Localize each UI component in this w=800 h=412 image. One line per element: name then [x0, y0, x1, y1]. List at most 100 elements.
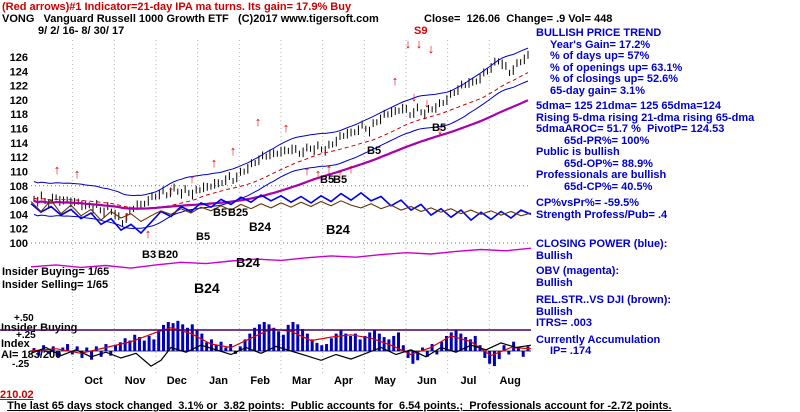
svg-text:↓: ↓ [437, 122, 444, 137]
svg-text:B24: B24 [326, 222, 351, 237]
footer-summary-text: The last 65 days stock changed 3.1% or 3… [7, 400, 672, 412]
svg-text:106: 106 [10, 195, 28, 207]
analytics-line: 5dma= 125 21dma= 125 65dma=124 [536, 100, 721, 112]
svg-text:↑: ↑ [283, 120, 290, 135]
svg-text:↑: ↑ [230, 143, 237, 158]
analytics-line: CLOSING POWER (blue): [536, 238, 668, 250]
chart-title: VONG Vanguard Russell 1000 Growth ETF (C… [2, 13, 379, 25]
svg-text:↑: ↑ [304, 163, 311, 178]
sell-arrows: ↓ ↓ ↓ ↓ ↓ ↓ [405, 36, 444, 137]
ai-black-line [30, 342, 532, 367]
svg-text:↑: ↑ [168, 183, 175, 198]
svg-text:116: 116 [10, 124, 28, 136]
svg-text:Jul: Jul [461, 375, 477, 387]
analytics-line: 5dmaAROC= 51.7 % PivotP= 124.53 [536, 123, 725, 135]
close-change-volume: Close= 126.06 Change= .9 Vol= 448 [424, 13, 613, 25]
svg-text:↑: ↑ [145, 226, 152, 241]
svg-text:B5: B5 [367, 145, 381, 157]
analytics-line: Strength Profess/Pub= .4 [536, 208, 668, 221]
svg-text:B5: B5 [213, 207, 227, 219]
svg-text:Jan: Jan [209, 375, 228, 387]
analytics-line: Public is bullish [536, 146, 620, 158]
svg-text:B5: B5 [320, 174, 334, 186]
svg-text:↓: ↓ [416, 36, 423, 51]
index-label: Index [1, 338, 30, 350]
svg-text:114: 114 [10, 138, 29, 150]
svg-text:↑: ↑ [211, 155, 218, 170]
analytics-line: % of closings up= 52.6% [550, 73, 679, 85]
svg-text:108: 108 [10, 181, 28, 193]
svg-text:B25: B25 [228, 207, 248, 219]
svg-text:B24: B24 [236, 255, 261, 270]
analytics-panel: BULLISH PRICE TREND Year's Gain= 17.2%% o… [536, 0, 798, 360]
analytics-line: Professionals are bullish [536, 169, 667, 181]
price-axis-labels: 126 124 122 120 118 116 114 112 110 108 106 104 102 1… [10, 52, 29, 250]
closing-power-line [30, 191, 532, 235]
insider-selling-label: Insider Selling= 1/65 [2, 279, 109, 291]
ai-red-line [30, 327, 532, 357]
footer-summary: The last 65 days stock changed 3.1% or 3… [1, 390, 781, 412]
analytics-line: 65d-OP%= 88.9% [564, 157, 653, 170]
svg-text:B5: B5 [196, 231, 210, 243]
svg-text:↑: ↑ [54, 162, 61, 177]
analytics-line: % of openings up= 63.1% [550, 61, 683, 74]
svg-text:↓: ↓ [405, 36, 412, 51]
buy-arrows: ↑ ↑ ↑ ↑ ↑ ↑ ↑ ↑ ↑ ↑ ↑ ↑ ↑ ↑ ↑ ↑ [54, 73, 399, 241]
analytics-line: Bullish [536, 249, 573, 262]
analytics-line: REL.STR..VS DJI (brown): [536, 294, 672, 306]
analytics-line: CP%vsPr%= -59.5% [536, 197, 640, 209]
ai-scale-plus50: +.50 [14, 313, 34, 324]
analytics-line: ITRS= .003 [536, 317, 592, 329]
indicator-header: (Red arrows)#1 Indicator=21-day IPA ma t… [2, 1, 352, 13]
svg-text:B5: B5 [432, 122, 446, 134]
analytics-line: Bullish [536, 276, 573, 289]
svg-text:S9: S9 [414, 25, 427, 37]
svg-text:112: 112 [10, 152, 28, 164]
ai-scale-minus25: -.25 [12, 359, 30, 370]
svg-text:↑: ↑ [74, 166, 81, 181]
svg-text:B3: B3 [142, 249, 156, 261]
candlesticks [33, 50, 529, 227]
month-axis-labels: Oct Nov Dec Jan Feb Mar Apr May Jun Jul Aug [84, 375, 521, 387]
month-gridlines [72, 40, 490, 374]
svg-text:118: 118 [10, 109, 28, 121]
accumulation-index-value: AI= 183/200 [1, 349, 62, 361]
svg-text:↓: ↓ [428, 41, 435, 56]
svg-text:B5: B5 [333, 174, 347, 186]
svg-text:B24: B24 [194, 280, 220, 296]
relative-strength-line [30, 199, 532, 223]
svg-text:↓: ↓ [424, 95, 431, 110]
svg-text:104: 104 [10, 209, 29, 221]
svg-text:↑: ↑ [326, 161, 333, 176]
svg-text:Oct: Oct [84, 375, 103, 387]
svg-text:↑: ↑ [189, 171, 196, 186]
sell-signal-label: S9 [414, 25, 427, 37]
analytics-line: 65d-PR%= 100% [564, 134, 650, 147]
svg-text:122: 122 [10, 81, 28, 93]
svg-text:110: 110 [10, 166, 28, 178]
svg-text:Nov: Nov [125, 375, 147, 387]
price-bands [33, 47, 529, 230]
svg-text:↑: ↑ [315, 166, 322, 181]
svg-text:↑: ↑ [337, 166, 344, 181]
ai-scale-plus25: +.25 [16, 330, 36, 341]
svg-text:124: 124 [10, 66, 29, 78]
analytics-line: % of days up= 57% [550, 50, 650, 62]
svg-text:Dec: Dec [167, 375, 187, 387]
moving-averages [33, 72, 529, 210]
analytics-line: BULLISH PRICE TREND [536, 27, 662, 39]
analytics-line: 65-day gain= 3.1% [550, 84, 646, 97]
svg-text:↓: ↓ [411, 89, 418, 104]
analytics-line: 65d-CP%= 40.5% [564, 180, 653, 193]
date-range: 9/ 2/ 16- 8/ 30/ 17 [38, 25, 125, 37]
footer-red-value: 210.02 [0, 389, 34, 401]
svg-text:↑: ↑ [348, 161, 355, 176]
analytics-line: IP= .174 [550, 345, 592, 357]
svg-text:May: May [374, 375, 396, 387]
svg-text:Mar: Mar [292, 375, 312, 387]
svg-text:102: 102 [10, 224, 28, 236]
analytics-line: OBV (magenta): [536, 265, 620, 277]
svg-text:Aug: Aug [499, 375, 520, 387]
